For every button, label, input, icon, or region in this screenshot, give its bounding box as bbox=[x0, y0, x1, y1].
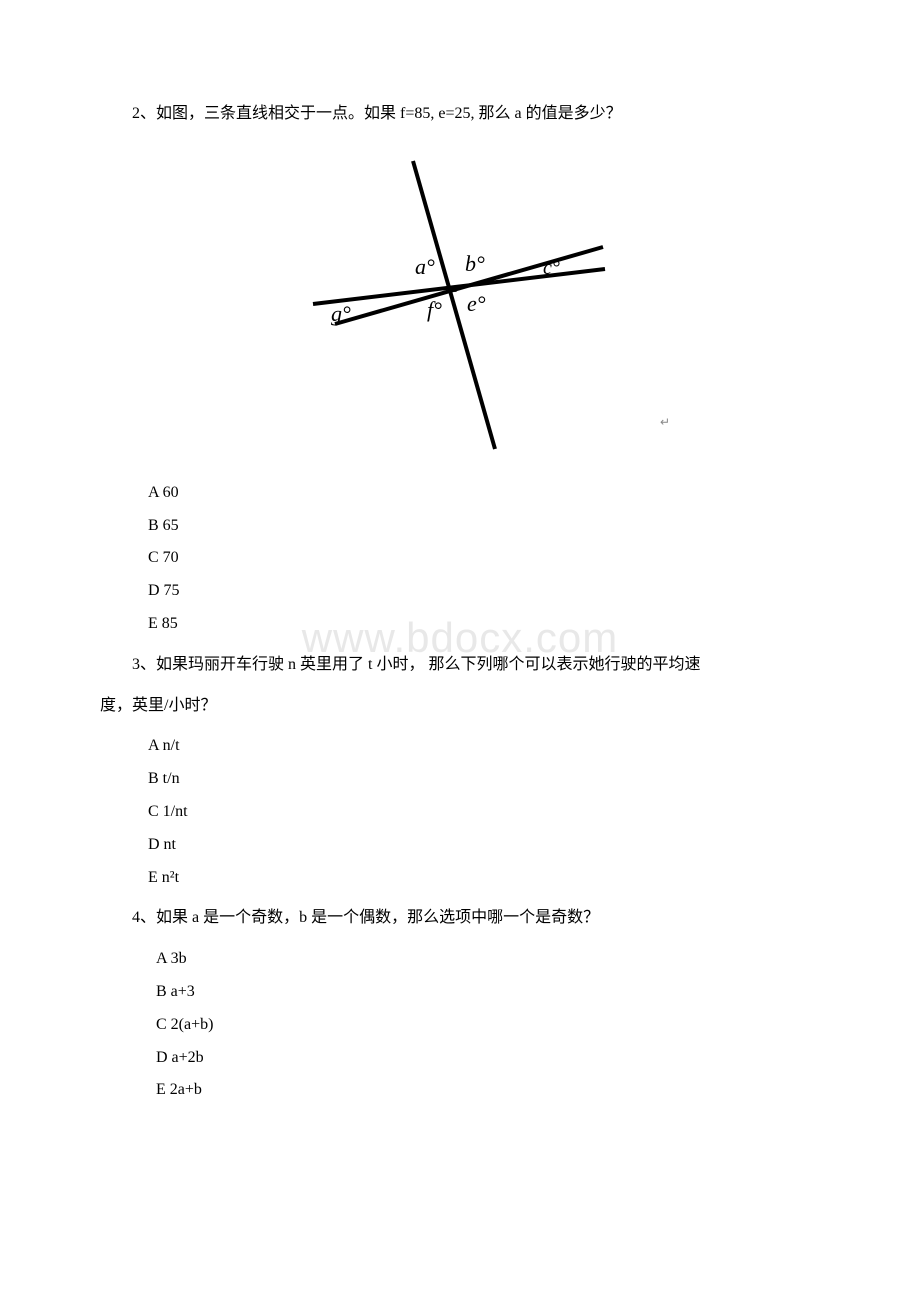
svg-text:b°: b° bbox=[465, 251, 485, 276]
svg-text:c°: c° bbox=[543, 257, 560, 279]
q4-option-e: E 2a+b bbox=[156, 1076, 820, 1105]
q2-figure: a° b° c° e° f° g° bbox=[295, 149, 625, 459]
q3-text-line1: 3、如果玛丽开车行驶 n 英里用了 t 小时， 那么下列哪个可以表示她行驶的平均… bbox=[100, 651, 820, 680]
q2-option-a: A 60 bbox=[148, 479, 820, 508]
q2-option-e: E 85 bbox=[148, 610, 820, 639]
q4-option-d: D a+2b bbox=[156, 1044, 820, 1073]
q4-option-b: B a+3 bbox=[156, 978, 820, 1007]
q2-option-c: C 70 bbox=[148, 544, 820, 573]
svg-text:g°: g° bbox=[331, 301, 351, 326]
q3-option-a: A n/t bbox=[148, 732, 820, 761]
svg-text:a°: a° bbox=[415, 254, 435, 279]
q3-text-line2: 度，英里/小时？ bbox=[100, 692, 820, 721]
svg-text:f°: f° bbox=[427, 297, 442, 322]
q3-option-e: E n²t bbox=[148, 864, 820, 893]
q2-text: 2、如图，三条直线相交于一点。如果 f=85, e=25, 那么 a 的值是多少… bbox=[100, 100, 820, 129]
q3-option-d: D nt bbox=[148, 831, 820, 860]
q2-figure-container: a° b° c° e° f° g° ↵ bbox=[100, 149, 820, 459]
q2-option-d: D 75 bbox=[148, 577, 820, 606]
q2-option-b: B 65 bbox=[148, 512, 820, 541]
return-symbol-icon: ↵ bbox=[660, 412, 670, 434]
q4-option-a: A 3b bbox=[156, 945, 820, 974]
q4-option-c: C 2(a+b) bbox=[156, 1011, 820, 1040]
svg-text:e°: e° bbox=[467, 291, 486, 316]
q3-option-b: B t/n bbox=[148, 765, 820, 794]
document-content: 2、如图，三条直线相交于一点。如果 f=85, e=25, 那么 a 的值是多少… bbox=[100, 100, 820, 1105]
q3-option-c: C 1/nt bbox=[148, 798, 820, 827]
q4-text: 4、如果 a 是一个奇数，b 是一个偶数，那么选项中哪一个是奇数？ bbox=[100, 904, 820, 933]
